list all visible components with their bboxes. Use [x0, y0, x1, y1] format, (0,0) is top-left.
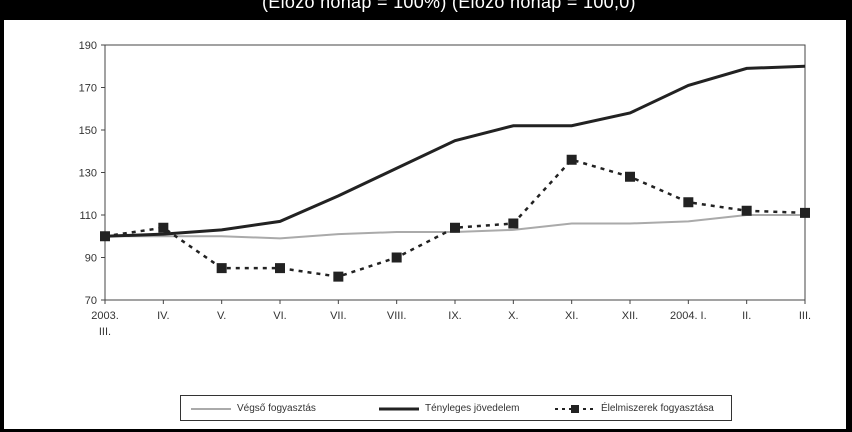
series-line-2 [104, 64, 806, 238]
series-marker-3 [450, 222, 460, 233]
x-tick-label: V. [217, 310, 226, 322]
y-tick-label: 110 [79, 210, 97, 222]
series-marker-3 [391, 252, 402, 263]
header-text: (Előző hónap = 100%) (Előző hónap = 100,… [262, 0, 636, 12]
chart-legend: Végső fogyasztás Tényleges jövedelem Élelm… [180, 395, 732, 421]
legend-swatch [379, 407, 419, 411]
x-tick-label: XI. [565, 310, 578, 322]
x-tick-label: IV. [157, 310, 169, 322]
series-line-3 [104, 158, 806, 278]
series-marker-3 [158, 222, 169, 233]
x-tick-label: II. [742, 310, 751, 322]
y-tick-label: 70 [85, 295, 97, 307]
series-marker-3 [216, 263, 227, 274]
line-chart: 70 90 110 130 150 170 190 2003. III. IV. V. VI. VII.… [79, 40, 811, 338]
series-marker-3 [333, 271, 344, 282]
legend-label: Tényleges jövedelem [425, 403, 520, 414]
y-tick-label: 170 [79, 83, 97, 95]
x-tick-label: VI. [273, 310, 286, 322]
series-marker-3 [508, 218, 519, 229]
x-tick-label: 2003. [91, 310, 119, 322]
y-tick-label: 130 [79, 168, 97, 180]
series-marker-3 [800, 207, 810, 218]
header-bar: (Előző hónap = 100%) (Előző hónap = 100,… [0, 0, 852, 20]
x-tick-label: 2004. I. [670, 310, 707, 322]
legend-label: Végső fogyasztás [237, 403, 316, 414]
legend-swatch [555, 405, 595, 413]
series-marker-3 [625, 171, 635, 182]
x-tick-label: VII. [330, 310, 347, 322]
x-tick-label: X. [508, 310, 518, 322]
x-tick-label: XII. [622, 310, 639, 322]
series-marker-3 [275, 263, 285, 274]
chart-panel: 70 90 110 130 150 170 190 2003. III. IV. V. VI. VII.… [4, 20, 846, 429]
legend-label: Élelmiszerek fogyasztása [601, 403, 714, 414]
series-marker-3 [741, 205, 752, 216]
x-tick-label: VIII. [387, 310, 407, 322]
y-tick-label: 190 [79, 40, 97, 52]
series-marker-3 [100, 231, 110, 242]
x-tick-label: III. [799, 310, 811, 322]
series-marker-3 [683, 197, 694, 208]
x-tick-label: IX. [448, 310, 461, 322]
x-tick-label: III. [99, 326, 111, 338]
legend-swatch [191, 408, 231, 410]
y-tick-label: 150 [79, 125, 97, 137]
series-marker-3 [566, 154, 577, 165]
y-tick-label: 90 [85, 253, 97, 265]
